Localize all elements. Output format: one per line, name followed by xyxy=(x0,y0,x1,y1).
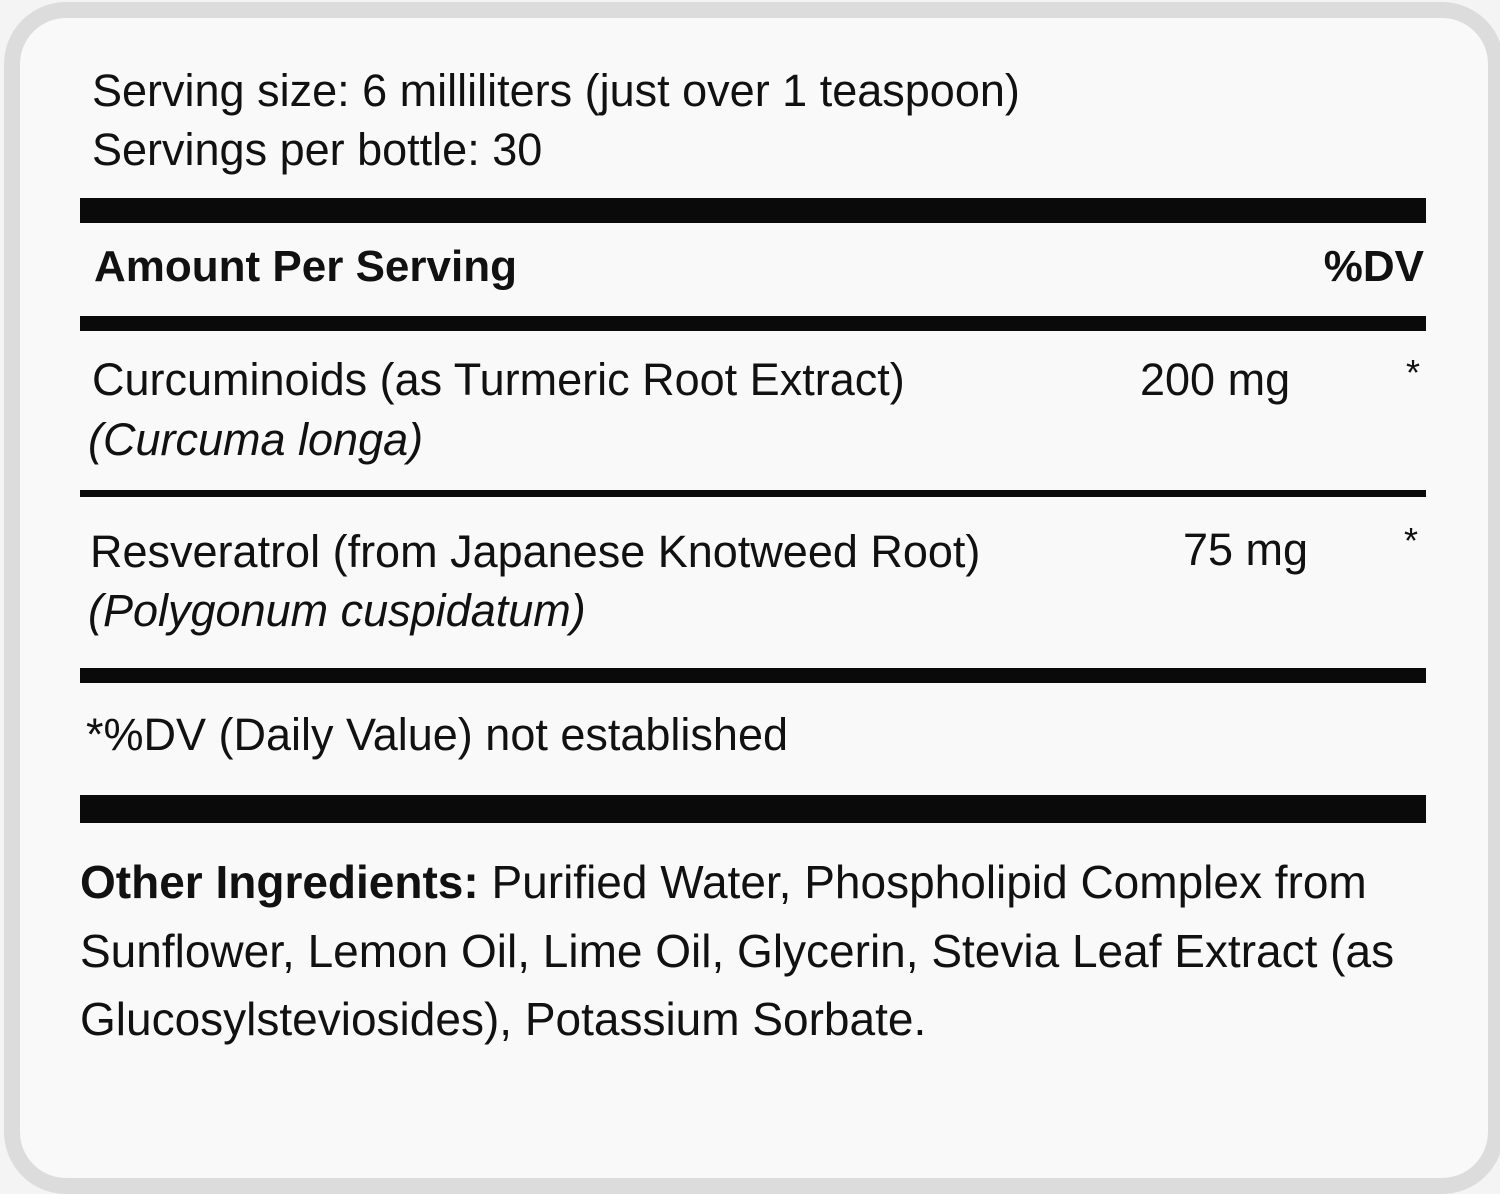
dv-heading: %DV xyxy=(1323,242,1424,291)
other-ingredients: Other Ingredients: Purified Water, Phosp… xyxy=(80,848,1420,1054)
ingredient-name: Curcuminoids (as Turmeric Root Extract) xyxy=(92,354,905,405)
divider-thick xyxy=(80,795,1426,823)
ingredient-latin: (Polygonum cuspidatum) xyxy=(88,585,586,636)
amount-per-serving-heading: Amount Per Serving xyxy=(94,242,517,291)
ingredient-dv: * xyxy=(1406,352,1421,393)
ingredient-amount: 75 mg xyxy=(1183,524,1309,575)
other-ingredients-text: Purified Water, Phospholipid Complex fro… xyxy=(80,856,1395,1045)
dv-footnote: *%DV (Daily Value) not established xyxy=(86,709,789,760)
serving-size: Serving size: 6 milliliters (just over 1… xyxy=(92,65,1020,116)
ingredient-latin: (Curcuma longa) xyxy=(88,414,424,465)
divider-thin xyxy=(80,490,1426,497)
divider-medium xyxy=(80,668,1426,683)
ingredient-dv: * xyxy=(1404,520,1419,561)
ingredient-amount: 200 mg xyxy=(1140,354,1291,405)
servings-per-bottle: Servings per bottle: 30 xyxy=(92,124,543,175)
divider-medium xyxy=(80,316,1426,331)
ingredient-name: Resveratrol (from Japanese Knotweed Root… xyxy=(90,526,981,577)
other-ingredients-label: Other Ingredients: xyxy=(80,856,479,908)
divider-thick xyxy=(80,198,1426,223)
